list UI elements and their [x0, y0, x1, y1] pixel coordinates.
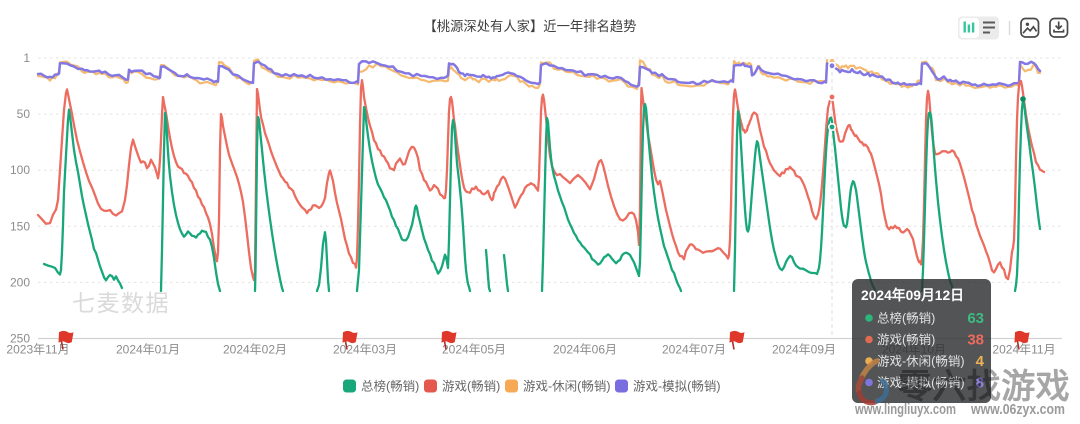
- svg-text:150: 150: [10, 219, 30, 233]
- svg-text:总榜(畅销): 总榜(畅销): [877, 311, 935, 326]
- svg-text:游戏-休闲(畅销): 游戏-休闲(畅销): [877, 355, 965, 369]
- svg-text:1: 1: [23, 51, 30, 65]
- svg-text:www.lingliuyx.com: www.lingliuyx.com: [854, 402, 956, 418]
- svg-text:游戏(畅销): 游戏(畅销): [877, 333, 935, 347]
- svg-text:2024年11月: 2024年11月: [992, 343, 1055, 357]
- svg-text:2024年09月12日: 2024年09月12日: [861, 287, 964, 303]
- svg-text:游戏(畅销): 游戏(畅销): [442, 380, 500, 394]
- svg-text:游戏-模拟(畅销): 游戏-模拟(畅销): [877, 376, 965, 390]
- svg-text:总榜(畅销): 总榜(畅销): [361, 379, 419, 394]
- svg-text:www.06zyx.com: www.06zyx.com: [970, 402, 1065, 418]
- svg-text:2023年11月: 2023年11月: [6, 343, 69, 357]
- svg-text:零六找游戏: 零六找游戏: [898, 368, 1070, 406]
- svg-text:【桃源深处有人家】近一年排名趋势: 【桃源深处有人家】近一年排名趋势: [424, 18, 637, 34]
- svg-text:2024年05月: 2024年05月: [442, 343, 506, 357]
- svg-text:2024年03月: 2024年03月: [333, 343, 397, 357]
- svg-text:2024年02月: 2024年02月: [223, 343, 287, 357]
- svg-text:100: 100: [10, 163, 30, 177]
- svg-text:游戏-模拟(畅销): 游戏-模拟(畅销): [633, 380, 721, 394]
- svg-text:50: 50: [17, 107, 31, 121]
- svg-text:2024年06月: 2024年06月: [553, 343, 617, 357]
- svg-text:七麦数据: 七麦数据: [72, 290, 170, 316]
- svg-text:250: 250: [10, 332, 30, 346]
- svg-text:63: 63: [967, 310, 984, 327]
- svg-text:4: 4: [976, 353, 985, 370]
- svg-text:2024年07月: 2024年07月: [662, 343, 726, 357]
- svg-text:2024年01月: 2024年01月: [116, 343, 180, 357]
- svg-text:游戏-休闲(畅销): 游戏-休闲(畅销): [523, 380, 611, 394]
- svg-text:200: 200: [10, 275, 30, 289]
- svg-text:2024年09月: 2024年09月: [772, 343, 836, 357]
- svg-text:8: 8: [976, 375, 984, 392]
- svg-text:38: 38: [967, 332, 984, 349]
